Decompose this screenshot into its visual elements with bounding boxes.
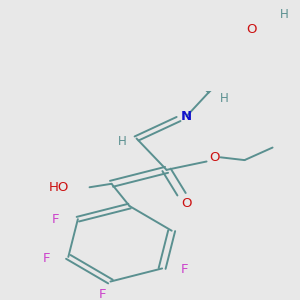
Text: N: N [181,110,192,123]
Text: H: H [220,92,229,105]
Text: O: O [246,23,257,36]
Text: H: H [118,135,127,148]
Text: O: O [181,197,192,211]
Text: F: F [99,288,106,300]
Text: O: O [209,151,220,164]
Text: H: H [280,8,289,21]
Text: F: F [43,252,50,265]
Text: HO: HO [49,181,70,194]
Text: F: F [180,263,188,276]
Text: F: F [52,213,60,226]
